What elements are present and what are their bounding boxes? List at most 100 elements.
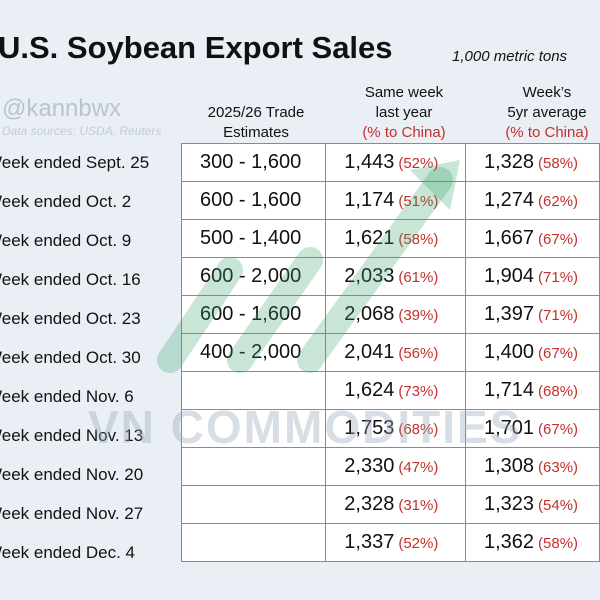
row-label: Week ended Dec. 4: [0, 542, 135, 562]
estimate-cell: 600 - 1,600: [180, 181, 327, 220]
export-sales-table: 300 - 1,600 1,443 (52%) 1,328 (58%) 600 - 1,6…: [180, 143, 600, 562]
avg-cell: 1,400 (67%): [464, 333, 600, 372]
row-label: Week ended Nov. 20: [0, 464, 144, 484]
last-year-cell: 2,068 (39%): [325, 295, 466, 334]
last-year-cell: 2,330 (47%): [325, 447, 466, 486]
estimate-cell: 300 - 1,600: [180, 143, 327, 182]
units-label: 1,000 metric tons: [452, 48, 568, 65]
avg-china-pct: (58%): [538, 155, 579, 172]
header-last-year-line1: Same week: [364, 84, 444, 101]
avg-value: 1,308: [483, 455, 535, 477]
avg-value: 1,904: [483, 265, 535, 287]
last-year-china-pct: (56%): [398, 345, 439, 362]
last-year-value: 1,174: [344, 189, 395, 211]
avg-china-pct: (67%): [538, 231, 579, 248]
avg-china-pct: (54%): [538, 497, 579, 514]
last-year-value: 1,337: [344, 531, 395, 553]
avg-cell: 1,397 (71%): [464, 295, 600, 334]
table-row: 1,753 (68%) 1,701 (67%): [180, 409, 600, 448]
last-year-china-pct: (73%): [398, 383, 439, 400]
table-row: 600 - 1,600 1,174 (51%) 1,274 (62%): [180, 181, 600, 220]
avg-value: 1,397: [483, 303, 535, 325]
estimate-cell: [180, 485, 327, 524]
avg-cell: 1,274 (62%): [464, 181, 600, 220]
table-row: 600 - 1,600 2,068 (39%) 1,397 (71%): [180, 295, 600, 334]
last-year-value: 2,068: [344, 303, 395, 325]
header-last-year-line3: (% to China): [362, 124, 446, 141]
last-year-cell: 1,753 (68%): [325, 409, 466, 448]
avg-cell: 1,323 (54%): [464, 485, 600, 524]
header-last-year: Same week last year (% to China): [331, 83, 477, 143]
table-row: 400 - 2,000 2,041 (56%) 1,400 (67%): [180, 333, 600, 372]
estimate-cell: [180, 447, 327, 486]
estimate-cell: [180, 523, 327, 562]
table-row: 1,624 (73%) 1,714 (68%): [180, 371, 600, 410]
avg-value: 1,714: [483, 379, 535, 401]
header-avg-line3: (% to China): [505, 124, 589, 141]
avg-china-pct: (67%): [538, 345, 579, 362]
avg-value: 1,328: [483, 151, 535, 173]
avg-china-pct: (71%): [538, 269, 579, 286]
header-estimates-line1: 2025/26 Trade: [207, 104, 305, 121]
table-row: 2,330 (47%) 1,308 (63%): [180, 447, 600, 486]
avg-value: 1,701: [483, 417, 535, 439]
avg-china-pct: (67%): [538, 421, 579, 438]
row-label: Week ended Oct. 23: [0, 308, 141, 328]
author-handle: @kannbwx: [2, 95, 122, 122]
estimate-cell: 400 - 2,000: [180, 333, 327, 372]
avg-cell: 1,667 (67%): [464, 219, 600, 258]
last-year-value: 2,041: [344, 341, 395, 363]
avg-value: 1,362: [483, 531, 535, 553]
avg-value: 1,667: [483, 227, 535, 249]
last-year-china-pct: (61%): [398, 269, 439, 286]
row-label: Week ended Nov. 6: [0, 386, 134, 406]
row-label: Week ended Oct. 30: [0, 347, 141, 367]
avg-value: 1,274: [483, 189, 535, 211]
row-label: Week ended Nov. 13: [0, 425, 144, 445]
last-year-china-pct: (52%): [398, 535, 439, 552]
avg-china-pct: (62%): [538, 193, 579, 210]
last-year-cell: 1,443 (52%): [325, 143, 466, 182]
avg-china-pct: (71%): [538, 307, 579, 324]
last-year-cell: 2,033 (61%): [325, 257, 466, 296]
row-label: Week ended Oct. 9: [0, 230, 132, 250]
last-year-value: 1,443: [344, 151, 395, 173]
estimate-cell: [180, 371, 327, 410]
estimate-cell: 600 - 1,600: [180, 295, 327, 334]
row-label: Week ended Oct. 16: [0, 269, 141, 289]
data-sources: Data sources: USDA, Reuters: [2, 124, 162, 138]
last-year-value: 2,330: [344, 455, 395, 477]
last-year-value: 1,624: [344, 379, 395, 401]
row-label: Week ended Sept. 25: [0, 152, 150, 172]
avg-china-pct: (68%): [538, 383, 579, 400]
last-year-china-pct: (39%): [398, 307, 439, 324]
header-estimates: 2025/26 Trade Estimates: [181, 103, 331, 143]
avg-china-pct: (63%): [538, 459, 579, 476]
avg-cell: 1,308 (63%): [464, 447, 600, 486]
header-last-year-line2: last year: [375, 104, 433, 121]
header-5yr-average: Week’s 5yr average (% to China): [477, 83, 600, 143]
table-row: 2,328 (31%) 1,323 (54%): [180, 485, 600, 524]
last-year-china-pct: (51%): [398, 193, 439, 210]
avg-value: 1,323: [483, 493, 535, 515]
table-row: 1,337 (52%) 1,362 (58%): [180, 523, 600, 562]
header-estimates-line2: Estimates: [223, 124, 289, 141]
last-year-value: 2,328: [344, 493, 395, 515]
table-row: 300 - 1,600 1,443 (52%) 1,328 (58%): [180, 143, 600, 182]
avg-china-pct: (58%): [538, 535, 579, 552]
last-year-china-pct: (58%): [398, 231, 439, 248]
table-row: 500 - 1,400 1,621 (58%) 1,667 (67%): [180, 219, 600, 258]
row-label: Week ended Oct. 2: [0, 191, 132, 211]
last-year-cell: 1,624 (73%): [325, 371, 466, 410]
last-year-china-pct: (31%): [398, 497, 439, 514]
estimate-cell: 500 - 1,400: [180, 219, 327, 258]
header-avg-line2: 5yr average: [507, 104, 587, 121]
last-year-china-pct: (52%): [398, 155, 439, 172]
table-row: 600 - 2,000 2,033 (61%) 1,904 (71%): [180, 257, 600, 296]
last-year-cell: 2,041 (56%): [325, 333, 466, 372]
last-year-china-pct: (47%): [398, 459, 439, 476]
avg-cell: 1,904 (71%): [464, 257, 600, 296]
header-avg-line1: Week’s: [522, 84, 572, 101]
row-label: Week ended Nov. 27: [0, 503, 144, 523]
avg-value: 1,400: [483, 341, 535, 363]
